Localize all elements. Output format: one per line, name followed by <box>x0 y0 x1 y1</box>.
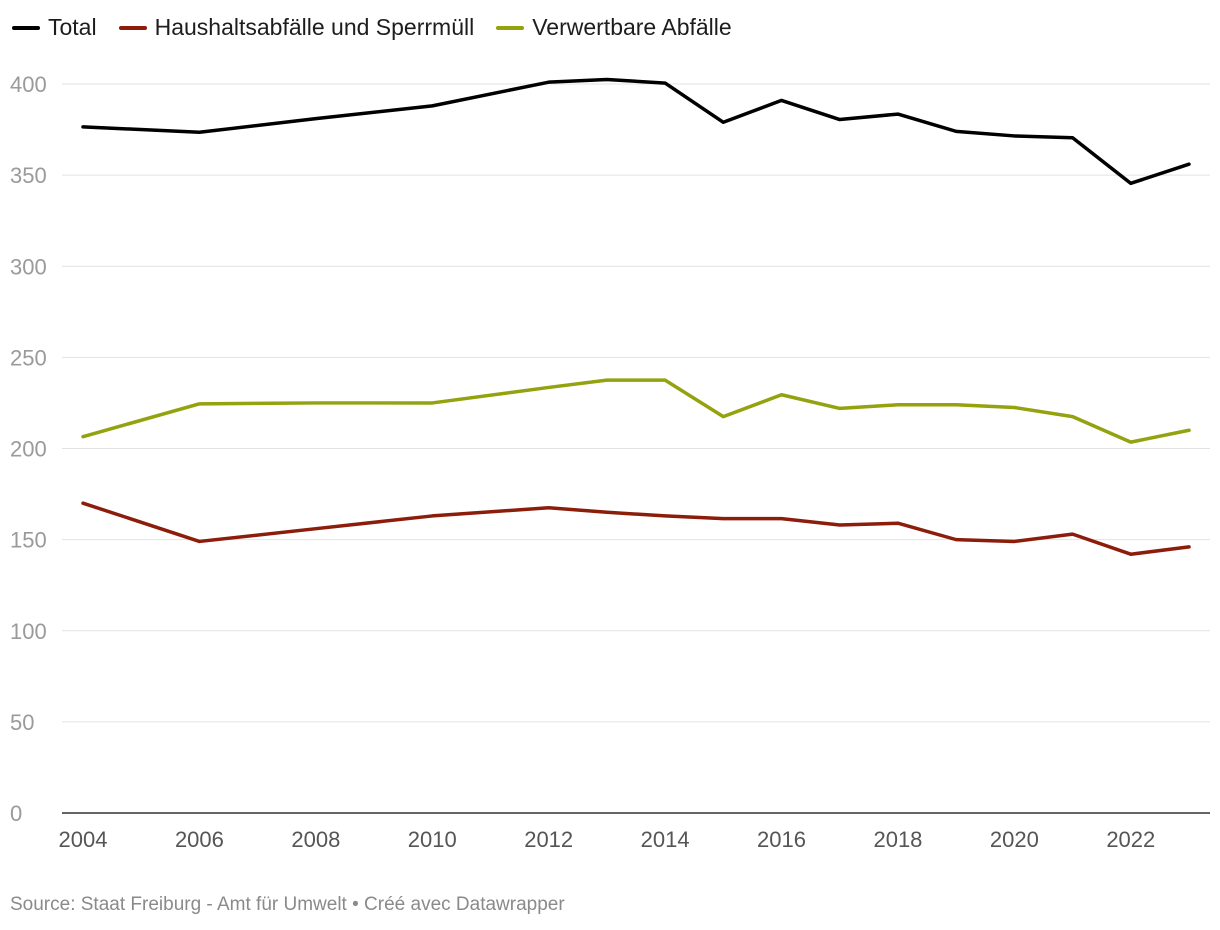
legend-item-haushaltsabfaelle: Haushaltsabfälle und Sperrmüll <box>118 14 475 41</box>
y-tick-label: 100 <box>10 619 47 644</box>
x-tick-label: 2016 <box>757 827 806 852</box>
y-axis-ticks: 0 50 100 150 200 250 300 350 400 <box>10 72 47 826</box>
legend-swatch-verwertbare <box>496 25 525 30</box>
source-note: Source: Staat Freiburg - Amt für Umwelt … <box>10 894 565 915</box>
series-line-2 <box>81 378 1191 444</box>
legend-label-haushaltsabfaelle: Haushaltsabfälle und Sperrmüll <box>154 14 475 40</box>
x-tick-label: 2020 <box>990 827 1039 852</box>
x-tick-label: 2010 <box>408 827 457 852</box>
y-tick-label: 250 <box>10 345 47 370</box>
legend-swatch-total <box>12 25 40 30</box>
legend: Total Haushaltsabfälle und Sperrmüll Ver… <box>12 14 732 41</box>
x-tick-label: 2018 <box>873 827 922 852</box>
series-line-1 <box>81 501 1191 556</box>
y-tick-label: 200 <box>10 437 47 462</box>
y-tick-label: 150 <box>10 528 47 553</box>
series-lines <box>81 77 1191 556</box>
x-axis-ticks: 2004 2006 2008 2010 2012 2014 2016 2018 2020 2022 <box>59 827 1156 852</box>
legend-item-verwertbare: Verwertbare Abfälle <box>496 14 732 41</box>
x-tick-label: 2012 <box>524 827 573 852</box>
y-tick-label: 0 <box>10 801 22 826</box>
legend-item-total: Total <box>12 14 97 41</box>
gridlines <box>62 83 1210 814</box>
x-tick-label: 2008 <box>291 827 340 852</box>
x-tick-label: 2014 <box>641 827 690 852</box>
series-line-0 <box>81 77 1191 186</box>
x-tick-label: 2004 <box>59 827 108 852</box>
x-tick-label: 2006 <box>175 827 224 852</box>
legend-label-verwertbare: Verwertbare Abfälle <box>532 14 732 40</box>
legend-label-total: Total <box>48 14 97 40</box>
y-tick-label: 300 <box>10 254 47 279</box>
legend-swatch-haushaltsabfaelle <box>118 25 147 30</box>
y-tick-label: 50 <box>10 710 34 735</box>
y-tick-label: 400 <box>10 72 47 97</box>
x-tick-label: 2022 <box>1106 827 1155 852</box>
y-tick-label: 350 <box>10 163 47 188</box>
